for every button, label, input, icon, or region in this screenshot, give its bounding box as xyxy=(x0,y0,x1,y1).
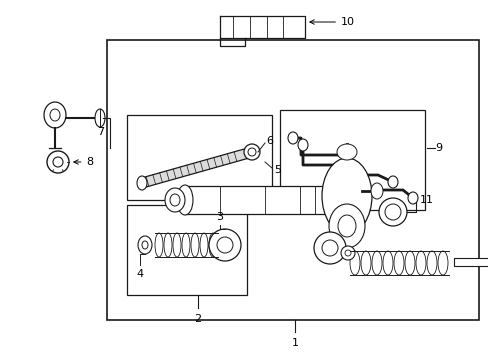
Ellipse shape xyxy=(321,240,337,256)
Ellipse shape xyxy=(155,233,163,257)
Ellipse shape xyxy=(173,233,181,257)
Text: 6: 6 xyxy=(266,136,273,146)
Bar xyxy=(280,110,424,210)
Bar xyxy=(107,40,478,320)
Ellipse shape xyxy=(404,251,414,275)
Bar xyxy=(453,258,488,266)
Ellipse shape xyxy=(138,236,152,254)
Text: 8: 8 xyxy=(74,157,93,167)
Ellipse shape xyxy=(297,139,307,151)
Text: 5: 5 xyxy=(274,165,281,175)
Ellipse shape xyxy=(328,204,364,248)
Ellipse shape xyxy=(378,198,406,226)
Ellipse shape xyxy=(337,215,355,237)
Ellipse shape xyxy=(313,232,346,264)
Ellipse shape xyxy=(407,192,417,204)
Ellipse shape xyxy=(200,233,207,257)
Ellipse shape xyxy=(95,109,105,127)
Bar xyxy=(127,115,271,200)
Ellipse shape xyxy=(208,229,241,261)
Ellipse shape xyxy=(321,158,371,234)
Ellipse shape xyxy=(371,251,381,275)
Ellipse shape xyxy=(182,233,190,257)
Ellipse shape xyxy=(387,176,397,188)
Ellipse shape xyxy=(336,144,356,160)
Ellipse shape xyxy=(137,176,147,190)
Ellipse shape xyxy=(437,251,447,275)
Text: 4: 4 xyxy=(136,269,143,279)
Text: 11: 11 xyxy=(419,195,433,205)
Ellipse shape xyxy=(53,157,63,167)
Ellipse shape xyxy=(50,109,60,121)
Text: 3: 3 xyxy=(216,212,223,222)
Ellipse shape xyxy=(44,102,66,128)
Ellipse shape xyxy=(349,251,359,275)
Ellipse shape xyxy=(170,194,180,206)
Bar xyxy=(127,205,246,295)
Ellipse shape xyxy=(287,132,297,144)
Text: 9: 9 xyxy=(434,143,441,153)
Bar xyxy=(184,186,329,214)
Ellipse shape xyxy=(382,251,392,275)
Text: 1: 1 xyxy=(291,338,298,348)
Text: 10: 10 xyxy=(309,17,354,27)
Ellipse shape xyxy=(426,251,436,275)
Ellipse shape xyxy=(208,233,217,257)
Ellipse shape xyxy=(47,151,69,173)
Ellipse shape xyxy=(191,233,199,257)
Ellipse shape xyxy=(217,237,232,253)
Ellipse shape xyxy=(142,241,148,249)
Ellipse shape xyxy=(393,251,403,275)
Ellipse shape xyxy=(345,250,350,256)
Ellipse shape xyxy=(247,148,256,156)
Ellipse shape xyxy=(384,204,400,220)
Text: 2: 2 xyxy=(194,314,201,324)
Ellipse shape xyxy=(177,185,193,215)
Text: 7: 7 xyxy=(97,127,104,137)
Ellipse shape xyxy=(163,233,172,257)
Ellipse shape xyxy=(340,246,354,260)
Ellipse shape xyxy=(244,144,260,160)
Ellipse shape xyxy=(164,188,184,212)
Ellipse shape xyxy=(360,251,370,275)
Ellipse shape xyxy=(415,251,425,275)
Ellipse shape xyxy=(370,183,382,199)
